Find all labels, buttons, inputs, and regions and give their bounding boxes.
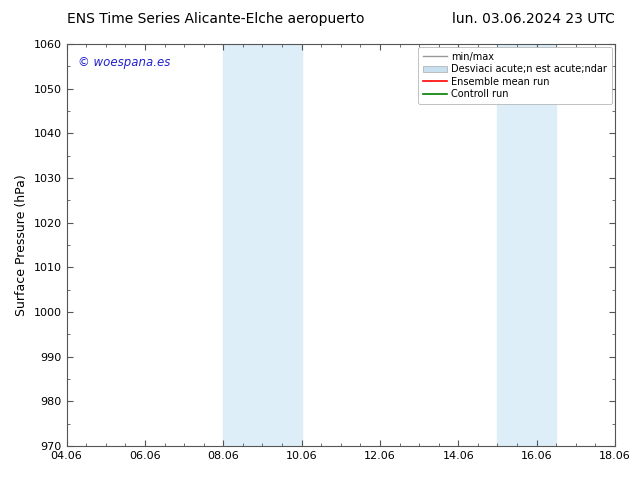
Y-axis label: Surface Pressure (hPa): Surface Pressure (hPa) (15, 174, 28, 316)
Legend: min/max, Desviaci acute;n est acute;ndar, Ensemble mean run, Controll run: min/max, Desviaci acute;n est acute;ndar… (418, 47, 612, 104)
Bar (223, 44, 302, 446)
Text: ENS Time Series Alicante-Elche aeropuerto: ENS Time Series Alicante-Elche aeropuert… (67, 12, 364, 26)
Text: © woespana.es: © woespana.es (77, 56, 170, 69)
Text: lun. 03.06.2024 23 UTC: lun. 03.06.2024 23 UTC (452, 12, 615, 26)
Bar (498, 44, 556, 446)
